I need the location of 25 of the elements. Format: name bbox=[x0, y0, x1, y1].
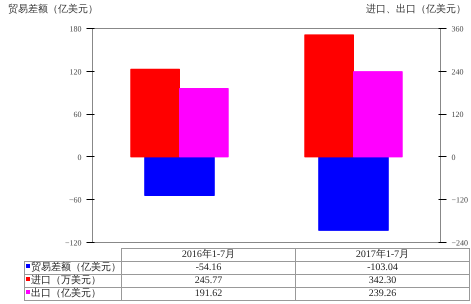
y2-axis-title: 进口、出口（亿美元） bbox=[366, 3, 466, 17]
y2-tick-label: 0 bbox=[452, 152, 456, 162]
data-label: 342.30 bbox=[296, 274, 470, 288]
y-tick-label: 180 bbox=[70, 24, 82, 34]
y-tick-label: 0 bbox=[78, 152, 82, 162]
data-label: -103.04 bbox=[296, 262, 470, 274]
y2-tick-label: 120 bbox=[452, 110, 464, 120]
y-axis-title: 贸易差额（亿美元） bbox=[8, 3, 98, 17]
data-label: 245.77 bbox=[122, 274, 296, 288]
y-tick-label: −120 bbox=[64, 238, 82, 248]
y2-tick-label: −120 bbox=[452, 196, 468, 205]
y-tick-label: −60 bbox=[68, 196, 82, 205]
data-label: 239.26 bbox=[296, 288, 470, 300]
legend-label: 出口（亿美元） bbox=[24, 288, 122, 300]
legend-label: 贸易差额（亿美元） bbox=[24, 262, 122, 274]
y2-tick-label: 240 bbox=[452, 67, 464, 76]
legend-label: 进口（万美元） bbox=[24, 274, 122, 288]
x-tick-label: 2017年1-7月 bbox=[296, 248, 470, 262]
data-label: -54.16 bbox=[122, 262, 296, 274]
y2-tick-label: −240 bbox=[452, 238, 468, 248]
y2-tick-label: 360 bbox=[452, 24, 464, 34]
data-label: 191.62 bbox=[122, 288, 296, 300]
x-tick-label: 2016年1-7月 bbox=[122, 248, 296, 262]
y-tick-label: 120 bbox=[70, 67, 82, 76]
y-tick-label: 60 bbox=[74, 110, 82, 120]
